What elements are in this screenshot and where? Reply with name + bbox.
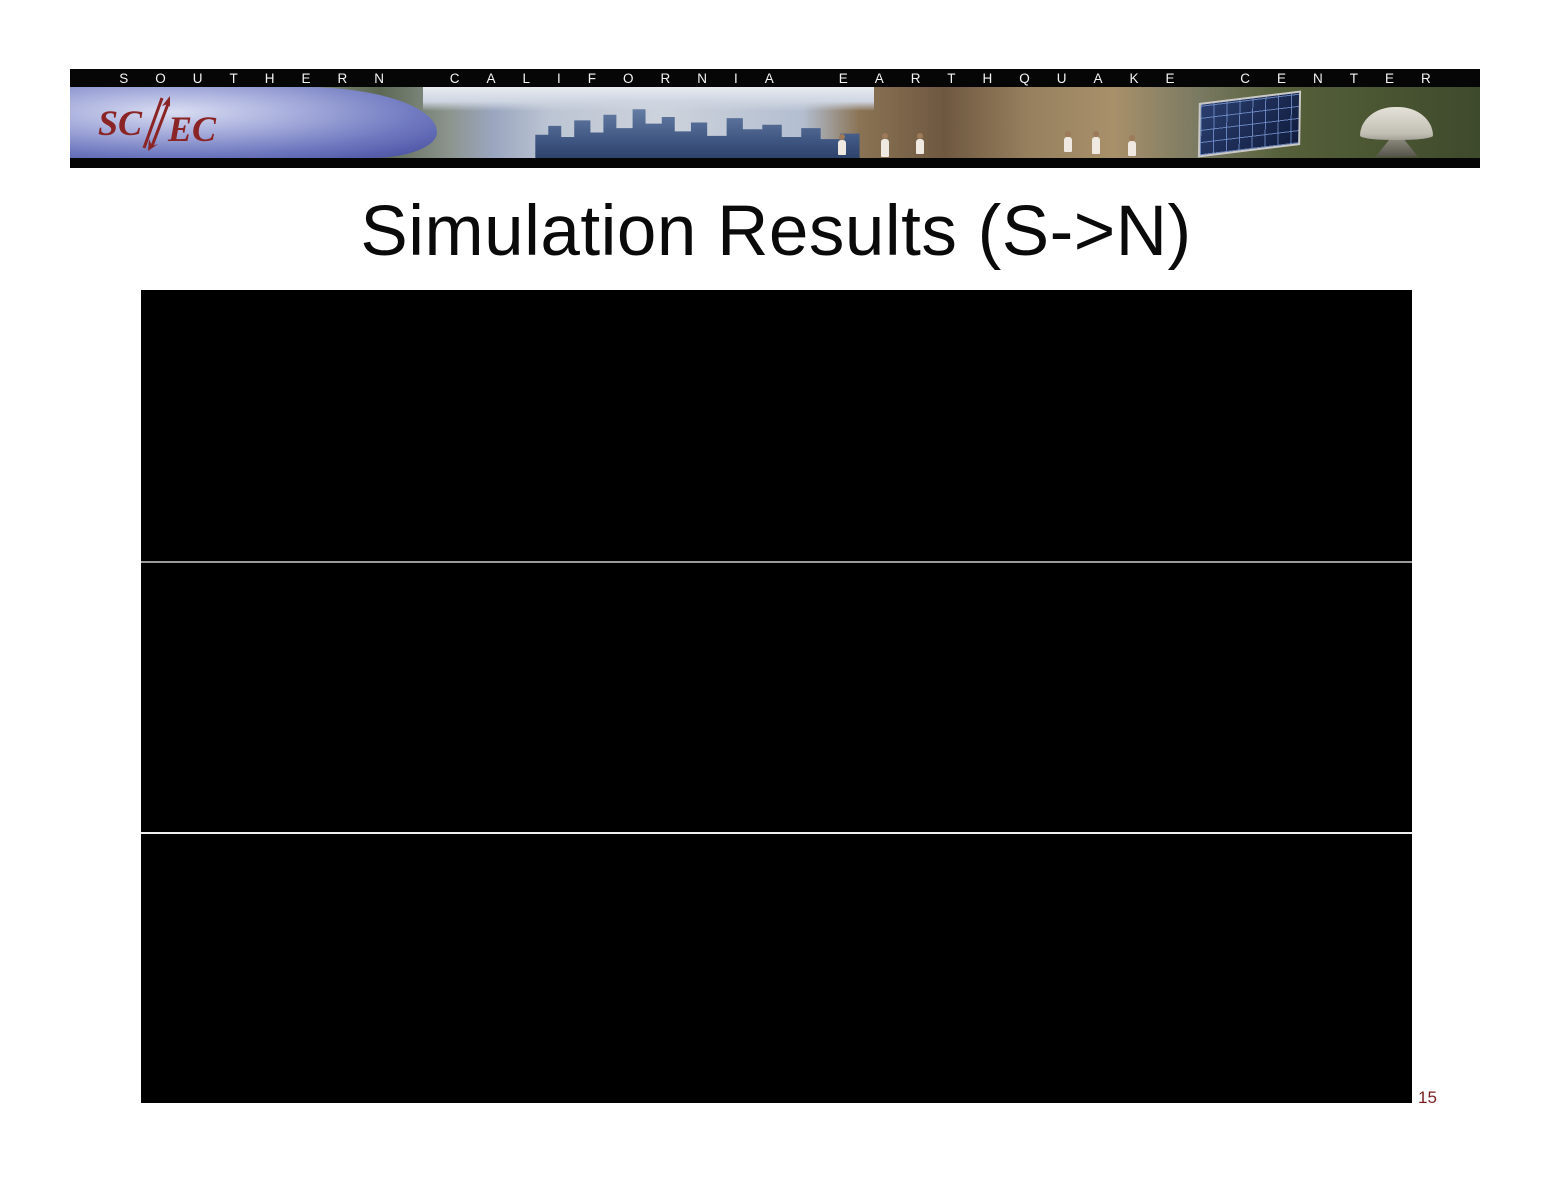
scec-header-banner: SOUTHERN CALIFORNIA EARTHQUAKE CENTER SC xyxy=(70,69,1480,168)
banner-photo-strip: SC EC xyxy=(70,87,1480,158)
banner-title-text: SOUTHERN CALIFORNIA EARTHQUAKE CENTER xyxy=(119,70,1458,86)
fault-arrow-icon xyxy=(142,95,171,151)
gps-antenna-legs xyxy=(1375,138,1418,157)
banner-title-bar: SOUTHERN CALIFORNIA EARTHQUAKE CENTER xyxy=(70,69,1480,87)
page-number: 15 xyxy=(1418,1088,1437,1107)
field-person xyxy=(1064,131,1073,153)
simulation-video-panel-3[interactable] xyxy=(141,834,1412,1103)
solar-panel-icon xyxy=(1197,90,1301,158)
scec-logo: SC EC xyxy=(70,87,437,158)
scec-logo-ec: EC xyxy=(168,108,217,149)
gps-antenna-icon xyxy=(1360,106,1434,140)
field-person xyxy=(1127,134,1136,156)
slide-title: Simulation Results (S->N) xyxy=(360,192,1192,271)
field-person xyxy=(838,134,847,156)
simulation-video-panel-2[interactable] xyxy=(141,563,1412,832)
field-person xyxy=(916,132,924,154)
panel-divider-upper xyxy=(141,561,1412,563)
mountains-photo xyxy=(422,87,874,112)
field-person xyxy=(1092,131,1101,155)
scec-logo-sc: SC xyxy=(98,102,143,143)
field-person xyxy=(880,132,889,157)
banner-bottom-bar xyxy=(70,158,1480,168)
simulation-video-panel-1[interactable] xyxy=(141,290,1412,561)
scec-logo-text: SC EC xyxy=(98,94,216,152)
simulation-video-stack xyxy=(141,290,1412,1103)
panel-divider-lower xyxy=(141,832,1412,834)
